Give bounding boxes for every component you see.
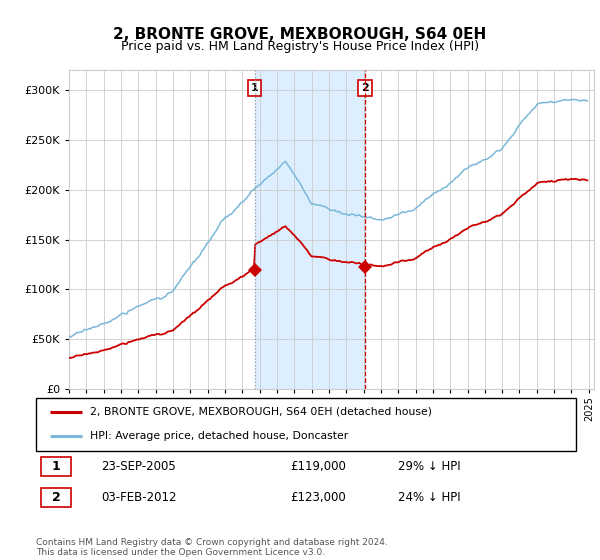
Text: 2: 2: [52, 491, 61, 504]
Text: Contains HM Land Registry data © Crown copyright and database right 2024.
This d: Contains HM Land Registry data © Crown c…: [36, 538, 388, 557]
Bar: [41, 488, 71, 507]
Text: HPI: Average price, detached house, Doncaster: HPI: Average price, detached house, Donc…: [90, 431, 348, 441]
Bar: [254, 70, 365, 389]
Text: 2, BRONTE GROVE, MEXBOROUGH, S64 0EH (detached house): 2, BRONTE GROVE, MEXBOROUGH, S64 0EH (de…: [90, 407, 432, 417]
Text: £123,000: £123,000: [290, 491, 346, 504]
Bar: [41, 457, 71, 476]
Text: 24% ↓ HPI: 24% ↓ HPI: [398, 491, 460, 504]
Text: £119,000: £119,000: [290, 460, 346, 473]
Text: 03-FEB-2012: 03-FEB-2012: [101, 491, 176, 504]
Text: 29% ↓ HPI: 29% ↓ HPI: [398, 460, 460, 473]
Text: 2, BRONTE GROVE, MEXBOROUGH, S64 0EH: 2, BRONTE GROVE, MEXBOROUGH, S64 0EH: [113, 27, 487, 42]
Text: Price paid vs. HM Land Registry's House Price Index (HPI): Price paid vs. HM Land Registry's House …: [121, 40, 479, 53]
Text: 1: 1: [251, 83, 259, 93]
Text: 23-SEP-2005: 23-SEP-2005: [101, 460, 176, 473]
Text: 2: 2: [361, 83, 369, 93]
Text: 1: 1: [52, 460, 61, 473]
